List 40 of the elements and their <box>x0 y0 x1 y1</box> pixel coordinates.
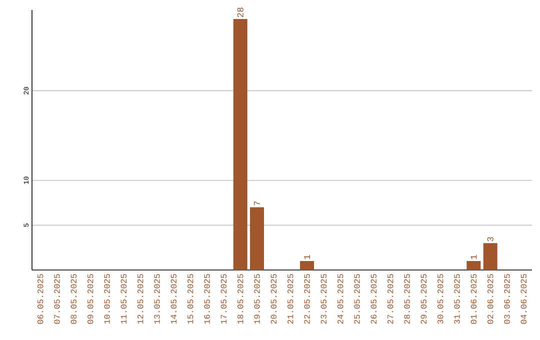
x-tick-label: 09.05.2025 <box>87 274 94 324</box>
x-tick-label: 01.06.2025 <box>470 274 477 324</box>
x-tick-label: 16.05.2025 <box>204 274 210 324</box>
x-tick-label: 21.05.2025 <box>287 274 294 324</box>
x-tick-label: 28.05.2025 <box>404 274 410 324</box>
x-tick-label: 04.06.2025 <box>520 274 527 324</box>
data-label: 3 <box>487 237 494 242</box>
bar <box>466 261 481 270</box>
x-tick-label: 29.05.2025 <box>420 274 427 324</box>
x-tick-label: 14.05.2025 <box>170 274 177 324</box>
bar <box>233 18 248 270</box>
bar <box>250 207 264 270</box>
x-tick-label: 30.05.2025 <box>437 274 444 324</box>
x-tick-label: 02.06.2025 <box>487 274 494 324</box>
bar <box>300 261 314 270</box>
x-tick-label: 18.05.2025 <box>237 274 244 324</box>
data-label: 7 <box>254 201 260 206</box>
x-tick-label: 06.05.2025 <box>37 274 44 324</box>
x-tick-label: 27.05.2025 <box>387 274 394 324</box>
data-label: 1 <box>470 254 477 260</box>
x-tick-label: 17.05.2025 <box>220 274 227 324</box>
x-tick-label: 26.05.2025 <box>370 274 377 324</box>
x-tick-label: 31.05.2025 <box>454 274 460 324</box>
data-label: 1 <box>304 254 310 260</box>
x-tick-label: 22.05.2025 <box>304 274 310 324</box>
x-tick-label: 10.05.2025 <box>104 274 110 324</box>
x-tick-label: 13.05.2025 <box>154 274 160 324</box>
x-tick-label: 24.05.2025 <box>337 274 344 324</box>
data-label: 28 <box>237 8 244 18</box>
bar <box>483 243 498 270</box>
x-tick-label: 03.06.2025 <box>504 274 510 324</box>
x-tick-label: 07.05.2025 <box>54 274 60 324</box>
x-tick-label: 15.05.2025 <box>187 274 194 324</box>
x-tick-label: 08.05.2025 <box>70 274 77 324</box>
x-tick-label: 23.05.2025 <box>320 274 327 324</box>
x-tick-label: 12.05.2025 <box>137 274 144 324</box>
x-tick-label: 11.05.2025 <box>120 274 127 324</box>
x-tick-label: 25.05.2025 <box>354 274 360 324</box>
x-tick-label: 19.05.2025 <box>254 274 260 324</box>
x-tick-label: 20.05.2025 <box>270 274 277 324</box>
